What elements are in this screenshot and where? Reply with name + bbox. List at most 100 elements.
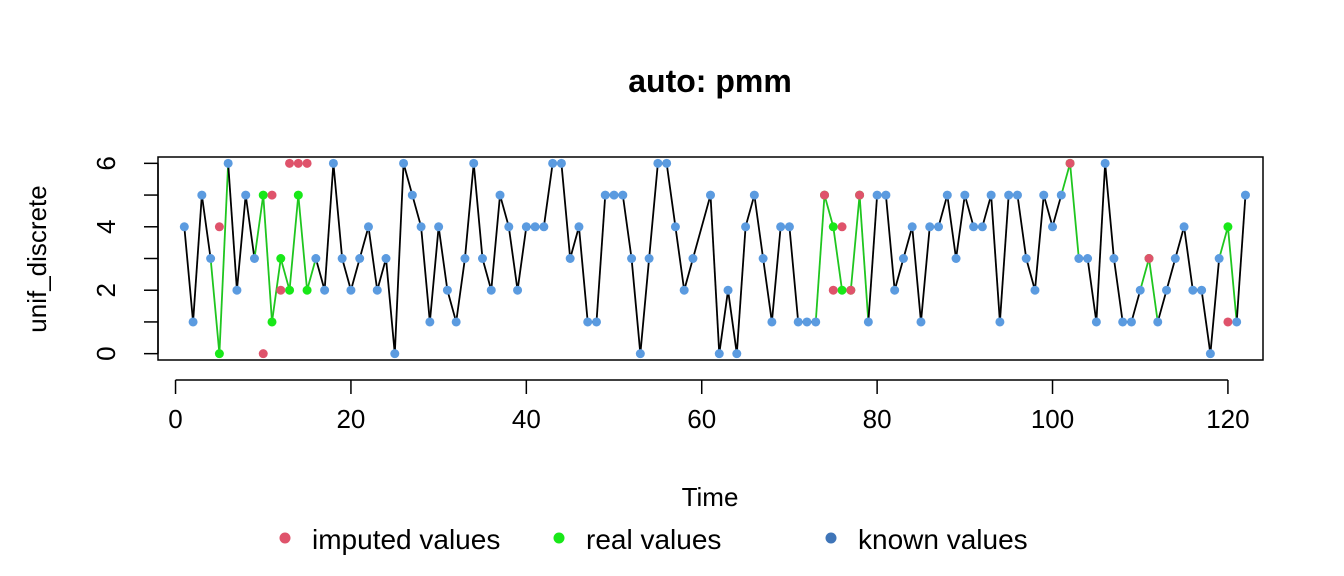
known-point <box>311 254 321 263</box>
known-line-segment <box>472 163 484 259</box>
known-line-segment <box>630 258 642 354</box>
known-line-segment <box>1130 289 1142 323</box>
known-point <box>583 317 593 327</box>
imputed-point <box>267 190 277 200</box>
known-line-segment <box>385 258 396 354</box>
known-point <box>591 317 601 327</box>
known-point <box>328 158 338 168</box>
known-line-segment <box>227 163 238 291</box>
known-point <box>1240 190 1250 200</box>
y-tick-label: 6 <box>91 156 121 170</box>
known-point <box>1056 190 1066 200</box>
imputed-point <box>302 158 312 168</box>
known-point <box>653 158 663 168</box>
known-line-segment <box>192 195 203 322</box>
known-line-segment <box>437 226 449 291</box>
known-line-segment <box>1165 258 1177 291</box>
imputed-point <box>837 222 847 232</box>
known-point <box>565 254 575 263</box>
imputed-point <box>855 190 865 200</box>
known-point <box>898 254 908 263</box>
x-tick-label: 80 <box>863 404 892 434</box>
known-point <box>618 190 628 200</box>
known-point <box>934 222 944 232</box>
known-point <box>1126 317 1136 327</box>
known-point <box>890 285 900 295</box>
known-line-segment <box>1025 258 1036 291</box>
known-point <box>688 254 698 263</box>
real-point <box>302 285 312 295</box>
known-line-segment <box>762 258 773 323</box>
known-point <box>609 190 619 200</box>
known-point <box>495 190 505 200</box>
known-point <box>969 222 979 232</box>
imputed-point <box>276 285 286 295</box>
imputed-point <box>1144 254 1154 263</box>
known-point <box>548 158 558 168</box>
known-line-segment <box>911 226 922 323</box>
imputed-point <box>1223 317 1233 327</box>
known-line-segment <box>244 194 256 259</box>
known-line-segment <box>560 163 572 259</box>
real-line-segment <box>1218 226 1229 259</box>
known-line-segment <box>1095 163 1107 322</box>
known-line-segment <box>183 226 194 323</box>
known-point <box>811 317 821 327</box>
x-axis-label: Time <box>682 482 739 512</box>
known-line-segment <box>963 194 975 228</box>
known-point <box>416 222 426 232</box>
y-tick-label: 4 <box>91 220 121 234</box>
y-axis-label: unif_discrete <box>22 185 52 332</box>
known-line-segment <box>236 194 247 291</box>
known-line-segment <box>516 226 528 291</box>
known-point <box>477 254 487 263</box>
known-point <box>355 254 365 263</box>
known-line-segment <box>709 195 721 354</box>
real-line-segment <box>253 194 265 259</box>
known-line-segment <box>367 226 379 291</box>
series-lines <box>183 162 1247 354</box>
real-line-segment <box>209 258 221 354</box>
known-point <box>881 190 891 200</box>
known-line-segment <box>1104 163 1115 259</box>
known-point <box>1030 285 1040 295</box>
known-line-segment <box>569 226 580 259</box>
known-point <box>574 222 584 232</box>
x-axis: 0 20 40 60 80 100 120 <box>168 379 1250 434</box>
real-line-segment <box>1139 258 1150 291</box>
known-line-segment <box>402 163 414 196</box>
known-point <box>539 222 549 232</box>
known-point <box>232 285 242 295</box>
known-point <box>407 190 417 200</box>
known-point <box>425 317 435 327</box>
real-line-segment <box>306 258 317 291</box>
known-point <box>513 285 523 295</box>
real-line-segment <box>832 226 843 291</box>
known-point <box>741 222 751 232</box>
known-line-segment <box>1042 194 1054 228</box>
known-line-segment <box>744 194 756 228</box>
known-point <box>907 222 917 232</box>
real-line-segment <box>279 258 291 291</box>
known-line-segment <box>1086 258 1098 323</box>
known-point <box>469 158 479 168</box>
known-line-segment <box>1209 258 1221 354</box>
known-point <box>486 285 496 295</box>
y-tick-label: 0 <box>91 346 121 360</box>
known-point <box>863 317 873 327</box>
known-line-segment <box>893 258 905 291</box>
known-line-segment <box>411 194 422 228</box>
known-line-segment <box>1034 194 1045 291</box>
known-point <box>346 285 356 295</box>
known-line-segment <box>674 226 686 291</box>
known-point <box>179 222 189 232</box>
known-point <box>363 222 373 232</box>
known-line-segment <box>639 258 651 354</box>
known-point <box>872 190 882 200</box>
known-point <box>206 254 216 263</box>
known-point <box>776 222 786 232</box>
known-point <box>1179 222 1189 232</box>
imputed-point <box>1065 158 1075 168</box>
known-line-segment <box>665 163 677 227</box>
known-point <box>662 158 672 168</box>
